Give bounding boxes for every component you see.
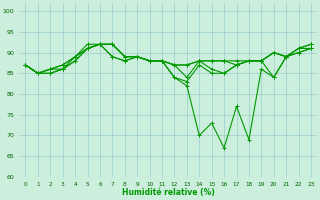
X-axis label: Humidité relative (%): Humidité relative (%) [122,188,215,197]
